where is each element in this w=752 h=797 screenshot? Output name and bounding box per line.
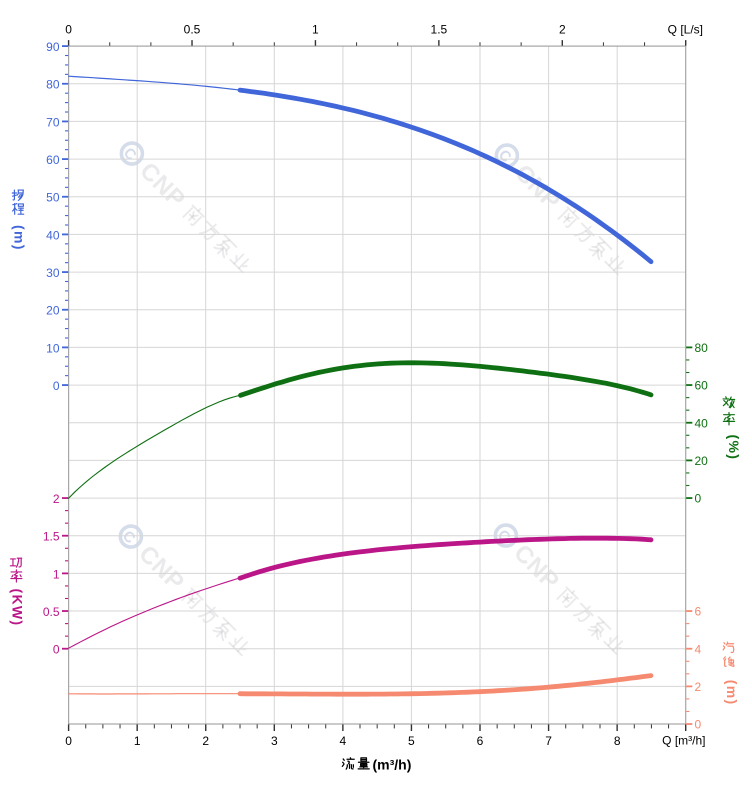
svg-text:60: 60: [695, 379, 709, 393]
svg-text:(%): (%): [726, 435, 742, 461]
svg-text:30: 30: [46, 266, 60, 280]
svg-text:20: 20: [695, 454, 709, 468]
svg-text:5: 5: [408, 734, 415, 748]
svg-text:0.5: 0.5: [43, 605, 60, 619]
svg-text:90: 90: [46, 40, 60, 54]
svg-text:Q [L/s]: Q [L/s]: [668, 23, 703, 37]
svg-text:1: 1: [53, 567, 60, 581]
svg-text:0: 0: [53, 643, 60, 657]
svg-text:6: 6: [477, 734, 484, 748]
svg-text:7: 7: [545, 734, 552, 748]
svg-text:70: 70: [46, 115, 60, 129]
svg-text:0: 0: [53, 379, 60, 393]
svg-text:8: 8: [614, 734, 621, 748]
svg-text:1.5: 1.5: [431, 23, 448, 37]
svg-text:(m): (m): [12, 225, 28, 251]
svg-text:0: 0: [695, 492, 702, 506]
svg-text:1: 1: [312, 23, 319, 37]
svg-text:0: 0: [65, 734, 72, 748]
svg-text:80: 80: [46, 78, 60, 92]
svg-text:2: 2: [53, 492, 60, 506]
svg-text:6: 6: [695, 605, 702, 619]
svg-text:(m³/h): (m³/h): [373, 757, 412, 773]
svg-text:80: 80: [695, 341, 709, 355]
svg-text:40: 40: [46, 228, 60, 242]
svg-text:2: 2: [695, 680, 702, 694]
svg-text:1: 1: [134, 734, 141, 748]
svg-text:20: 20: [46, 304, 60, 318]
svg-text:40: 40: [695, 416, 709, 430]
svg-text:60: 60: [46, 153, 60, 167]
svg-text:4: 4: [340, 734, 347, 748]
svg-text:10: 10: [46, 341, 60, 355]
svg-text:2: 2: [559, 23, 566, 37]
svg-text:50: 50: [46, 191, 60, 205]
svg-text:4: 4: [695, 642, 702, 656]
svg-text:2: 2: [202, 734, 209, 748]
svg-text:(KW): (KW): [10, 589, 26, 627]
svg-text:(m): (m): [724, 680, 740, 706]
svg-text:0: 0: [65, 23, 72, 37]
svg-text:1.5: 1.5: [43, 530, 60, 544]
svg-text:Q [m³/h]: Q [m³/h]: [662, 734, 705, 748]
svg-text:0: 0: [695, 718, 702, 732]
svg-text:0.5: 0.5: [184, 23, 201, 37]
svg-text:3: 3: [271, 734, 278, 748]
